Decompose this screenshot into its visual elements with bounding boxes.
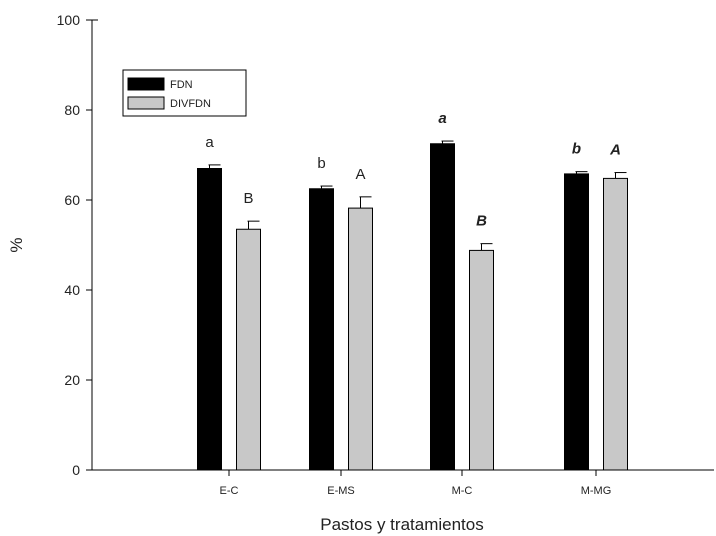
y-tick-label: 40 (64, 282, 80, 298)
significance-label: A (609, 142, 621, 159)
y-tick-label: 80 (64, 102, 80, 118)
y-ticks: 0 20 40 60 80 100 (57, 12, 92, 478)
significance-label: A (355, 166, 365, 183)
bar-divfdn-m-c (469, 249, 494, 471)
legend-label-divfdn: DIVFDN (170, 98, 211, 110)
bar-divfdn-m-mg (603, 177, 628, 471)
significance-label: B (476, 213, 487, 230)
bar-divfdn-e-ms (348, 207, 373, 471)
y-axis-title: % (7, 237, 26, 252)
x-tick-label: M-C (452, 485, 473, 497)
bar-divfdn-e-c (236, 228, 261, 471)
y-tick-label: 20 (64, 372, 80, 388)
x-tick-label: E-MS (327, 485, 355, 497)
x-ticks: E-C E-MS M-C M-MG (220, 470, 612, 497)
significance-label: B (243, 190, 253, 207)
legend: FDN DIVFDN (122, 69, 247, 117)
bars (197, 140, 628, 471)
significance-label: a (438, 110, 446, 127)
legend-label-fdn: FDN (170, 79, 193, 91)
bar-fdn-e-ms (309, 188, 334, 471)
significance-labels: a Bb Aa Bb A (205, 110, 621, 230)
significance-label: b (317, 155, 325, 172)
bar-fdn-m-c (430, 143, 455, 471)
significance-label: a (205, 134, 214, 151)
bar-fdn-e-c (197, 168, 222, 471)
legend-swatch-divfdn (127, 96, 165, 110)
bar-fdn-m-mg (564, 173, 589, 471)
x-tick-label: M-MG (581, 485, 612, 497)
x-axis-title: Pastos y tratamientos (320, 515, 483, 534)
y-tick-label: 60 (64, 192, 80, 208)
y-tick-label: 0 (72, 462, 80, 478)
legend-swatch-fdn (127, 77, 165, 91)
significance-label: b (572, 141, 581, 158)
y-tick-label: 100 (57, 12, 81, 28)
x-tick-label: E-C (220, 485, 239, 497)
